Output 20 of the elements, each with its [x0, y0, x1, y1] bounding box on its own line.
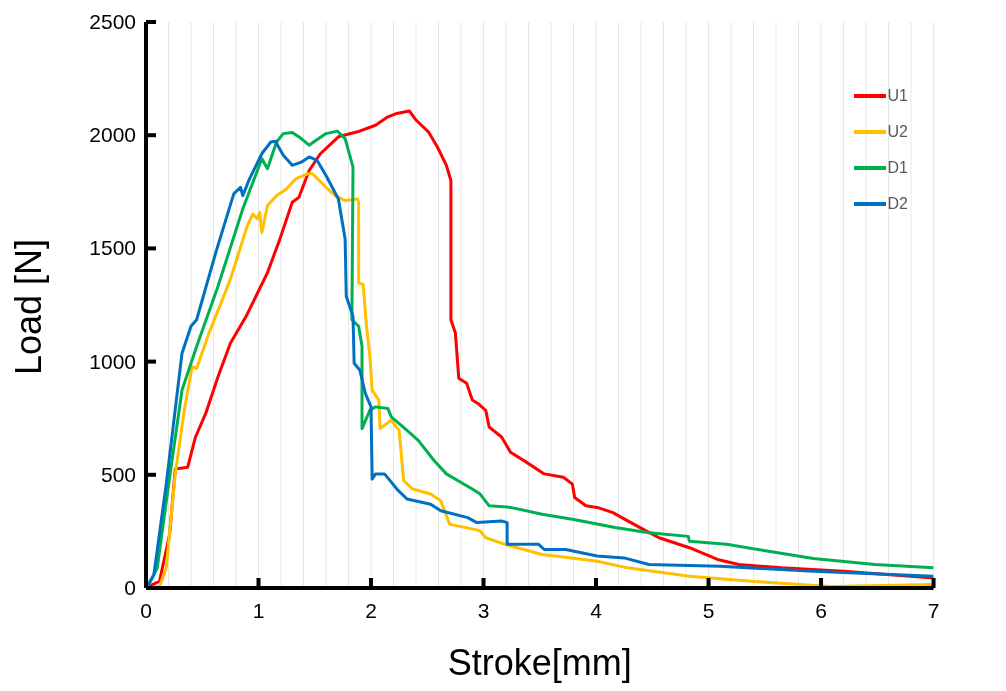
x-tick-label: 1	[252, 599, 265, 622]
y-tick-label: 500	[100, 462, 136, 486]
x-tick-label: 0	[140, 599, 152, 622]
legend-label: U1	[887, 86, 908, 106]
x-tick-label: 4	[590, 599, 603, 622]
y-axis-title: Load [N]	[7, 238, 49, 375]
y-tick-label: 2000	[89, 123, 136, 147]
x-tick-label: 5	[702, 599, 715, 622]
legend-label: U2	[887, 122, 908, 142]
legend-label: D2	[887, 194, 908, 214]
x-tick-label: 2	[365, 599, 377, 622]
x-axis-title: Stroke[mm]	[447, 642, 632, 683]
y-tick-label: 0	[124, 576, 136, 599]
y-tick-label: 1000	[89, 349, 136, 373]
legend-label: D1	[887, 158, 908, 178]
x-tick-label: 7	[927, 599, 940, 622]
y-tick-label: 2500	[89, 10, 136, 33]
x-tick-label: 3	[477, 599, 490, 622]
y-tick-label: 1500	[89, 236, 136, 260]
x-tick-label: 6	[815, 599, 827, 622]
